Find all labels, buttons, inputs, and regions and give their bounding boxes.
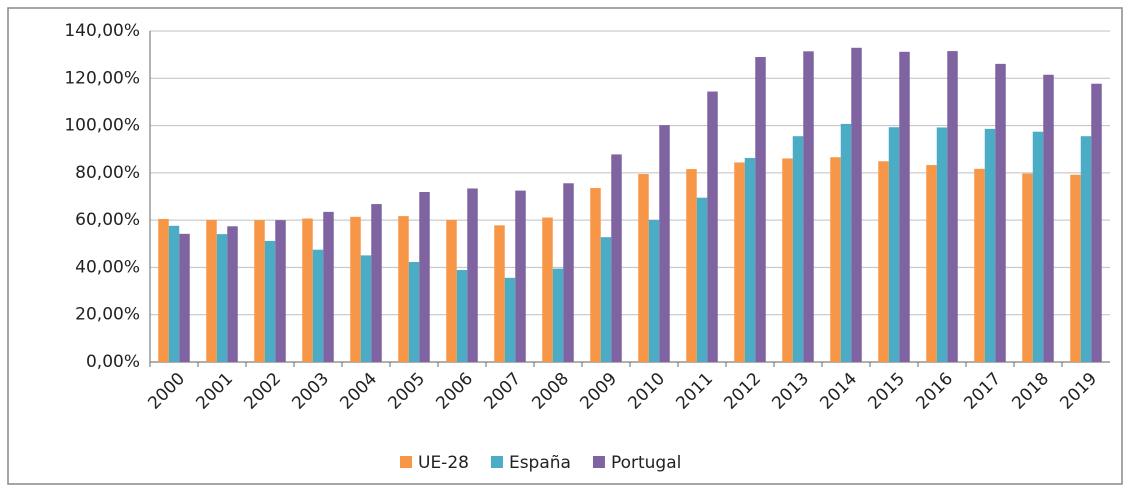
bar <box>323 211 334 362</box>
bar <box>446 219 457 362</box>
y-tick-label: 120,00% <box>64 68 140 88</box>
bar <box>552 268 564 362</box>
bar <box>659 125 670 362</box>
bar <box>830 157 841 362</box>
bar <box>1022 173 1033 362</box>
y-tick-label: 40,00% <box>75 257 140 277</box>
bar <box>600 237 612 362</box>
legend-label: España <box>509 453 571 473</box>
y-tick-label: 80,00% <box>75 163 140 183</box>
legend-label: Portugal <box>611 453 681 473</box>
bar <box>638 174 649 362</box>
bar <box>563 183 574 362</box>
bar <box>792 136 804 362</box>
bar <box>542 217 553 362</box>
bar <box>851 47 862 362</box>
bar <box>878 161 889 362</box>
bar <box>1032 131 1044 362</box>
y-tick-label: 140,00% <box>64 21 140 41</box>
y-tick-label: 0,00% <box>86 352 140 372</box>
bar <box>467 188 478 362</box>
legend-label: UE-28 <box>418 453 469 473</box>
bar <box>926 165 937 362</box>
bar <box>216 234 228 362</box>
bar <box>312 249 324 362</box>
bar <box>419 192 430 362</box>
bar <box>995 63 1006 362</box>
bar <box>398 216 409 362</box>
bar <box>974 168 985 362</box>
bar <box>755 57 766 362</box>
bar <box>1091 83 1102 362</box>
bar <box>936 127 948 362</box>
bar <box>350 216 361 362</box>
legend-swatch <box>490 456 503 468</box>
bar <box>206 219 217 362</box>
bar <box>707 91 718 363</box>
bar <box>275 220 286 362</box>
bar <box>179 233 190 362</box>
bar <box>264 240 276 362</box>
bar <box>408 261 420 362</box>
bar <box>158 218 169 362</box>
bar <box>686 169 697 362</box>
y-tick-label: 100,00% <box>64 116 140 136</box>
bar <box>947 51 958 362</box>
bar <box>1043 74 1054 362</box>
bar <box>840 123 852 362</box>
bar <box>984 128 996 362</box>
bar <box>734 162 745 362</box>
bar <box>696 197 708 362</box>
bar <box>648 219 660 362</box>
bar <box>899 51 910 362</box>
bar <box>168 225 180 362</box>
bar <box>456 270 468 362</box>
bar <box>515 190 526 362</box>
bar <box>888 127 900 362</box>
y-tick-label: 60,00% <box>75 210 140 230</box>
bar <box>371 204 382 362</box>
bar <box>744 157 756 362</box>
bar <box>1070 174 1081 362</box>
bar <box>360 255 372 362</box>
legend-swatch <box>400 456 412 468</box>
y-tick-label: 20,00% <box>75 305 140 325</box>
bar <box>611 154 622 362</box>
bar <box>782 158 793 362</box>
bar <box>494 225 505 362</box>
bar <box>302 218 313 362</box>
bar <box>254 220 265 362</box>
bar <box>803 51 814 362</box>
legend-swatch <box>592 456 605 468</box>
bar <box>590 187 601 362</box>
bar <box>1080 136 1092 362</box>
bar <box>227 226 238 362</box>
bar <box>504 277 516 362</box>
